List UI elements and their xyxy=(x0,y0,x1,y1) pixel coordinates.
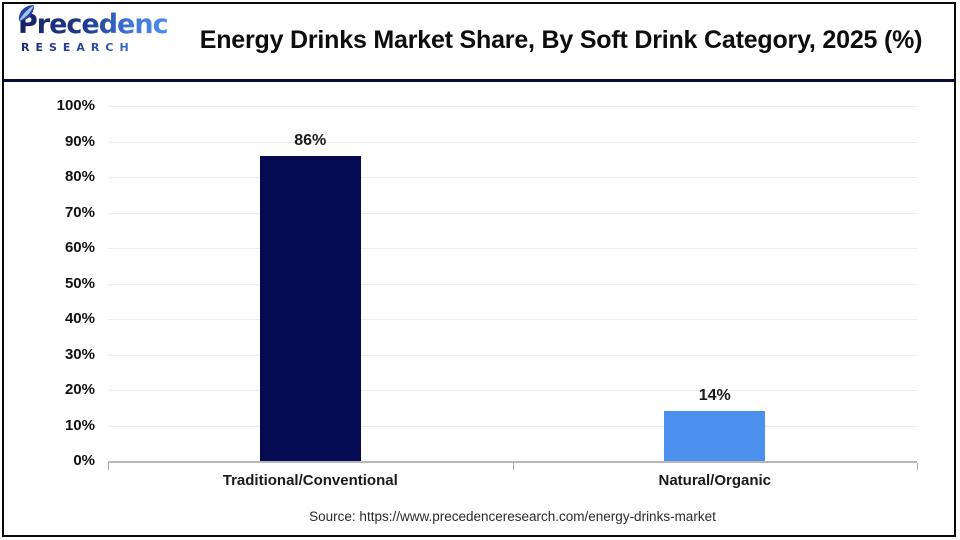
category-label: Natural/Organic xyxy=(658,472,772,489)
gridline xyxy=(108,390,917,391)
y-axis-tick-label: 70% xyxy=(64,203,95,221)
logo-brand-label: Precedence xyxy=(18,9,185,40)
header: Precedence RESEARCH Energy Drinks Market… xyxy=(4,4,954,79)
source-text: Source: https://www.precedenceresearch.c… xyxy=(309,509,716,524)
bar-value-label: 86% xyxy=(294,131,327,149)
y-axis-tick-label: 10% xyxy=(64,416,95,434)
bar-value-label: 14% xyxy=(698,387,731,405)
category-label: Traditional/Conventional xyxy=(222,472,398,489)
logo-research-label: RESEARCH xyxy=(18,41,168,54)
y-axis-tick-label: 0% xyxy=(73,452,95,469)
y-axis-tick-label: 100% xyxy=(56,97,95,114)
x-axis-line xyxy=(108,461,917,463)
bar-chart: 0% 10% 20% 30% 40% 50% 60% 70% 80% 90% 100% 86% Trad… xyxy=(4,82,954,535)
gridline xyxy=(108,319,917,320)
gridline xyxy=(108,177,917,178)
precedence-logo: Precedence RESEARCH xyxy=(18,4,168,54)
bar xyxy=(664,411,766,461)
gridline xyxy=(108,248,917,249)
gridline xyxy=(108,141,917,143)
gridline xyxy=(108,354,917,356)
gridline xyxy=(108,425,917,427)
y-axis-tick-label: 80% xyxy=(64,168,95,185)
y-axis-tick-label: 50% xyxy=(64,274,95,292)
gridline xyxy=(108,212,917,214)
x-axis-tick xyxy=(512,463,514,470)
x-axis-tick xyxy=(917,463,918,470)
y-axis-tick-label: 60% xyxy=(64,239,95,256)
gridline xyxy=(108,106,917,107)
y-axis-tick-label: 20% xyxy=(64,381,95,398)
y-axis-tick-label: 90% xyxy=(64,132,95,150)
y-axis-tick-label: 30% xyxy=(64,345,95,363)
gridline xyxy=(108,283,917,285)
y-axis-tick-label: 40% xyxy=(64,310,95,327)
logo-leaf-icon xyxy=(18,4,35,22)
chart-title: Energy Drinks Market Share, By Soft Drin… xyxy=(199,26,923,54)
header-divider xyxy=(4,79,954,82)
bar xyxy=(259,155,361,461)
x-axis-tick xyxy=(108,463,109,470)
logo-brand-text: Precedence xyxy=(18,4,168,39)
